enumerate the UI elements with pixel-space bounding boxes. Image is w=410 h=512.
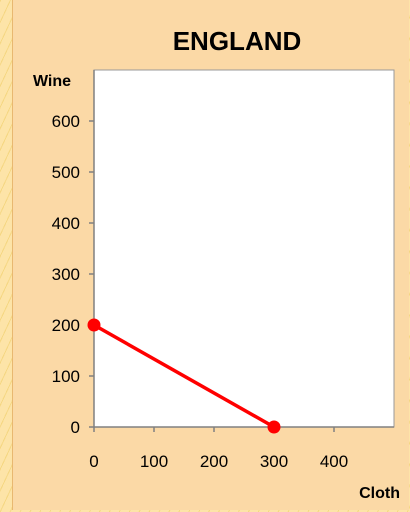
data-point	[267, 420, 281, 434]
x-axis-label: Cloth	[359, 485, 400, 502]
chart-title: ENGLAND	[173, 26, 302, 56]
data-point	[87, 318, 101, 332]
x-axis-ticks: 0 100 200 300 400	[89, 427, 348, 471]
plot-area	[93, 69, 395, 428]
y-axis-label: Wine	[33, 73, 71, 90]
y-tick-label: 400	[52, 214, 80, 233]
y-tick-label: 0	[71, 418, 80, 437]
ppf-line	[93, 323, 275, 429]
x-tick-label: 0	[89, 452, 98, 471]
y-tick-label: 600	[52, 112, 80, 131]
y-tick-label: 500	[52, 163, 80, 182]
x-tick-label: 100	[140, 452, 168, 471]
x-tick-label: 400	[320, 452, 348, 471]
x-tick-label: 200	[200, 452, 228, 471]
series-layer	[87, 318, 281, 434]
y-tick-label: 100	[52, 367, 80, 386]
y-axis-ticks: 0 100 200 300 400 500 600	[52, 112, 94, 437]
x-tick-label: 300	[260, 452, 288, 471]
y-tick-label: 300	[52, 265, 80, 284]
y-tick-label: 200	[52, 316, 80, 335]
